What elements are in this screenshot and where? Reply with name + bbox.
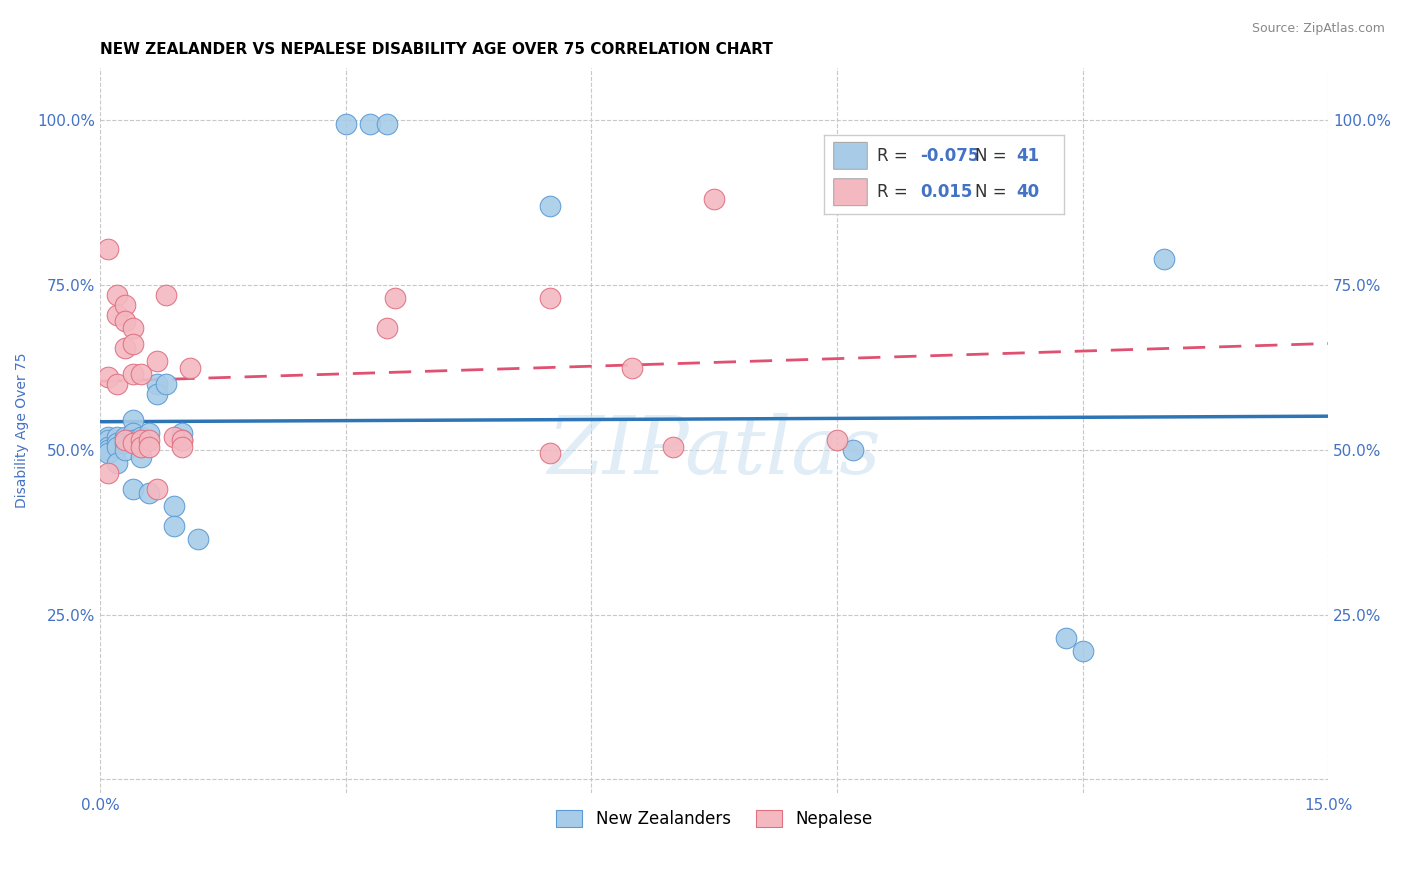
Point bbox=[114, 430, 136, 444]
FancyBboxPatch shape bbox=[834, 143, 868, 169]
Point bbox=[359, 117, 381, 131]
Point bbox=[155, 377, 177, 392]
Point bbox=[114, 298, 136, 312]
Point bbox=[163, 430, 186, 444]
Point bbox=[114, 436, 136, 450]
Text: R =: R = bbox=[877, 147, 912, 165]
Point bbox=[122, 426, 145, 441]
Point bbox=[179, 360, 201, 375]
Point bbox=[138, 426, 160, 441]
Point bbox=[1071, 644, 1094, 658]
Point bbox=[122, 337, 145, 351]
Point bbox=[97, 430, 120, 444]
Text: 40: 40 bbox=[1017, 183, 1039, 202]
Point bbox=[97, 446, 120, 460]
Text: R =: R = bbox=[877, 183, 912, 202]
Point bbox=[114, 314, 136, 328]
Point bbox=[538, 291, 561, 305]
Text: ZIPatlas: ZIPatlas bbox=[547, 413, 882, 491]
Point bbox=[97, 440, 120, 454]
Point bbox=[122, 436, 145, 450]
Point bbox=[105, 456, 128, 470]
Point bbox=[122, 433, 145, 447]
Point bbox=[138, 440, 160, 454]
Text: -0.075: -0.075 bbox=[920, 147, 980, 165]
Point bbox=[114, 341, 136, 355]
Text: 0.015: 0.015 bbox=[920, 183, 973, 202]
Point bbox=[538, 199, 561, 213]
Point bbox=[621, 360, 644, 375]
FancyBboxPatch shape bbox=[834, 178, 868, 205]
Point bbox=[129, 430, 152, 444]
Point bbox=[146, 483, 169, 497]
Point bbox=[703, 193, 725, 207]
Text: 41: 41 bbox=[1017, 147, 1039, 165]
Point bbox=[146, 387, 169, 401]
Point bbox=[129, 440, 152, 454]
Text: Source: ZipAtlas.com: Source: ZipAtlas.com bbox=[1251, 22, 1385, 36]
Point bbox=[122, 367, 145, 381]
Point bbox=[122, 321, 145, 335]
Point bbox=[163, 518, 186, 533]
Point bbox=[662, 440, 685, 454]
Point bbox=[129, 450, 152, 464]
Point bbox=[163, 499, 186, 513]
Point bbox=[146, 377, 169, 392]
Point bbox=[129, 367, 152, 381]
Point bbox=[97, 370, 120, 384]
Point bbox=[97, 433, 120, 447]
Point bbox=[105, 436, 128, 450]
Point bbox=[170, 440, 193, 454]
Point bbox=[825, 433, 848, 447]
Y-axis label: Disability Age Over 75: Disability Age Over 75 bbox=[15, 352, 30, 508]
Point bbox=[335, 117, 357, 131]
Point bbox=[1153, 252, 1175, 266]
Point bbox=[155, 288, 177, 302]
Point bbox=[384, 291, 406, 305]
Point bbox=[114, 433, 136, 447]
Point bbox=[138, 433, 160, 447]
Point bbox=[105, 308, 128, 322]
Point bbox=[105, 288, 128, 302]
Point bbox=[97, 466, 120, 480]
Point bbox=[129, 440, 152, 454]
Point bbox=[129, 433, 152, 447]
Point bbox=[375, 117, 398, 131]
Point bbox=[170, 433, 193, 447]
Point bbox=[187, 532, 209, 546]
Point bbox=[170, 426, 193, 441]
Point bbox=[97, 242, 120, 256]
Point bbox=[122, 483, 145, 497]
Point bbox=[105, 377, 128, 392]
Point bbox=[842, 442, 865, 457]
Point bbox=[105, 430, 128, 444]
Point bbox=[538, 446, 561, 460]
Text: NEW ZEALANDER VS NEPALESE DISABILITY AGE OVER 75 CORRELATION CHART: NEW ZEALANDER VS NEPALESE DISABILITY AGE… bbox=[100, 42, 773, 57]
Point bbox=[138, 485, 160, 500]
Point bbox=[170, 433, 193, 447]
Point bbox=[1054, 631, 1077, 645]
Point bbox=[114, 442, 136, 457]
Text: N =: N = bbox=[976, 183, 1012, 202]
Point bbox=[146, 354, 169, 368]
Point bbox=[97, 442, 120, 457]
Point bbox=[122, 413, 145, 427]
Point bbox=[375, 321, 398, 335]
Text: N =: N = bbox=[976, 147, 1012, 165]
Legend: New Zealanders, Nepalese: New Zealanders, Nepalese bbox=[548, 804, 880, 835]
Point bbox=[105, 440, 128, 454]
